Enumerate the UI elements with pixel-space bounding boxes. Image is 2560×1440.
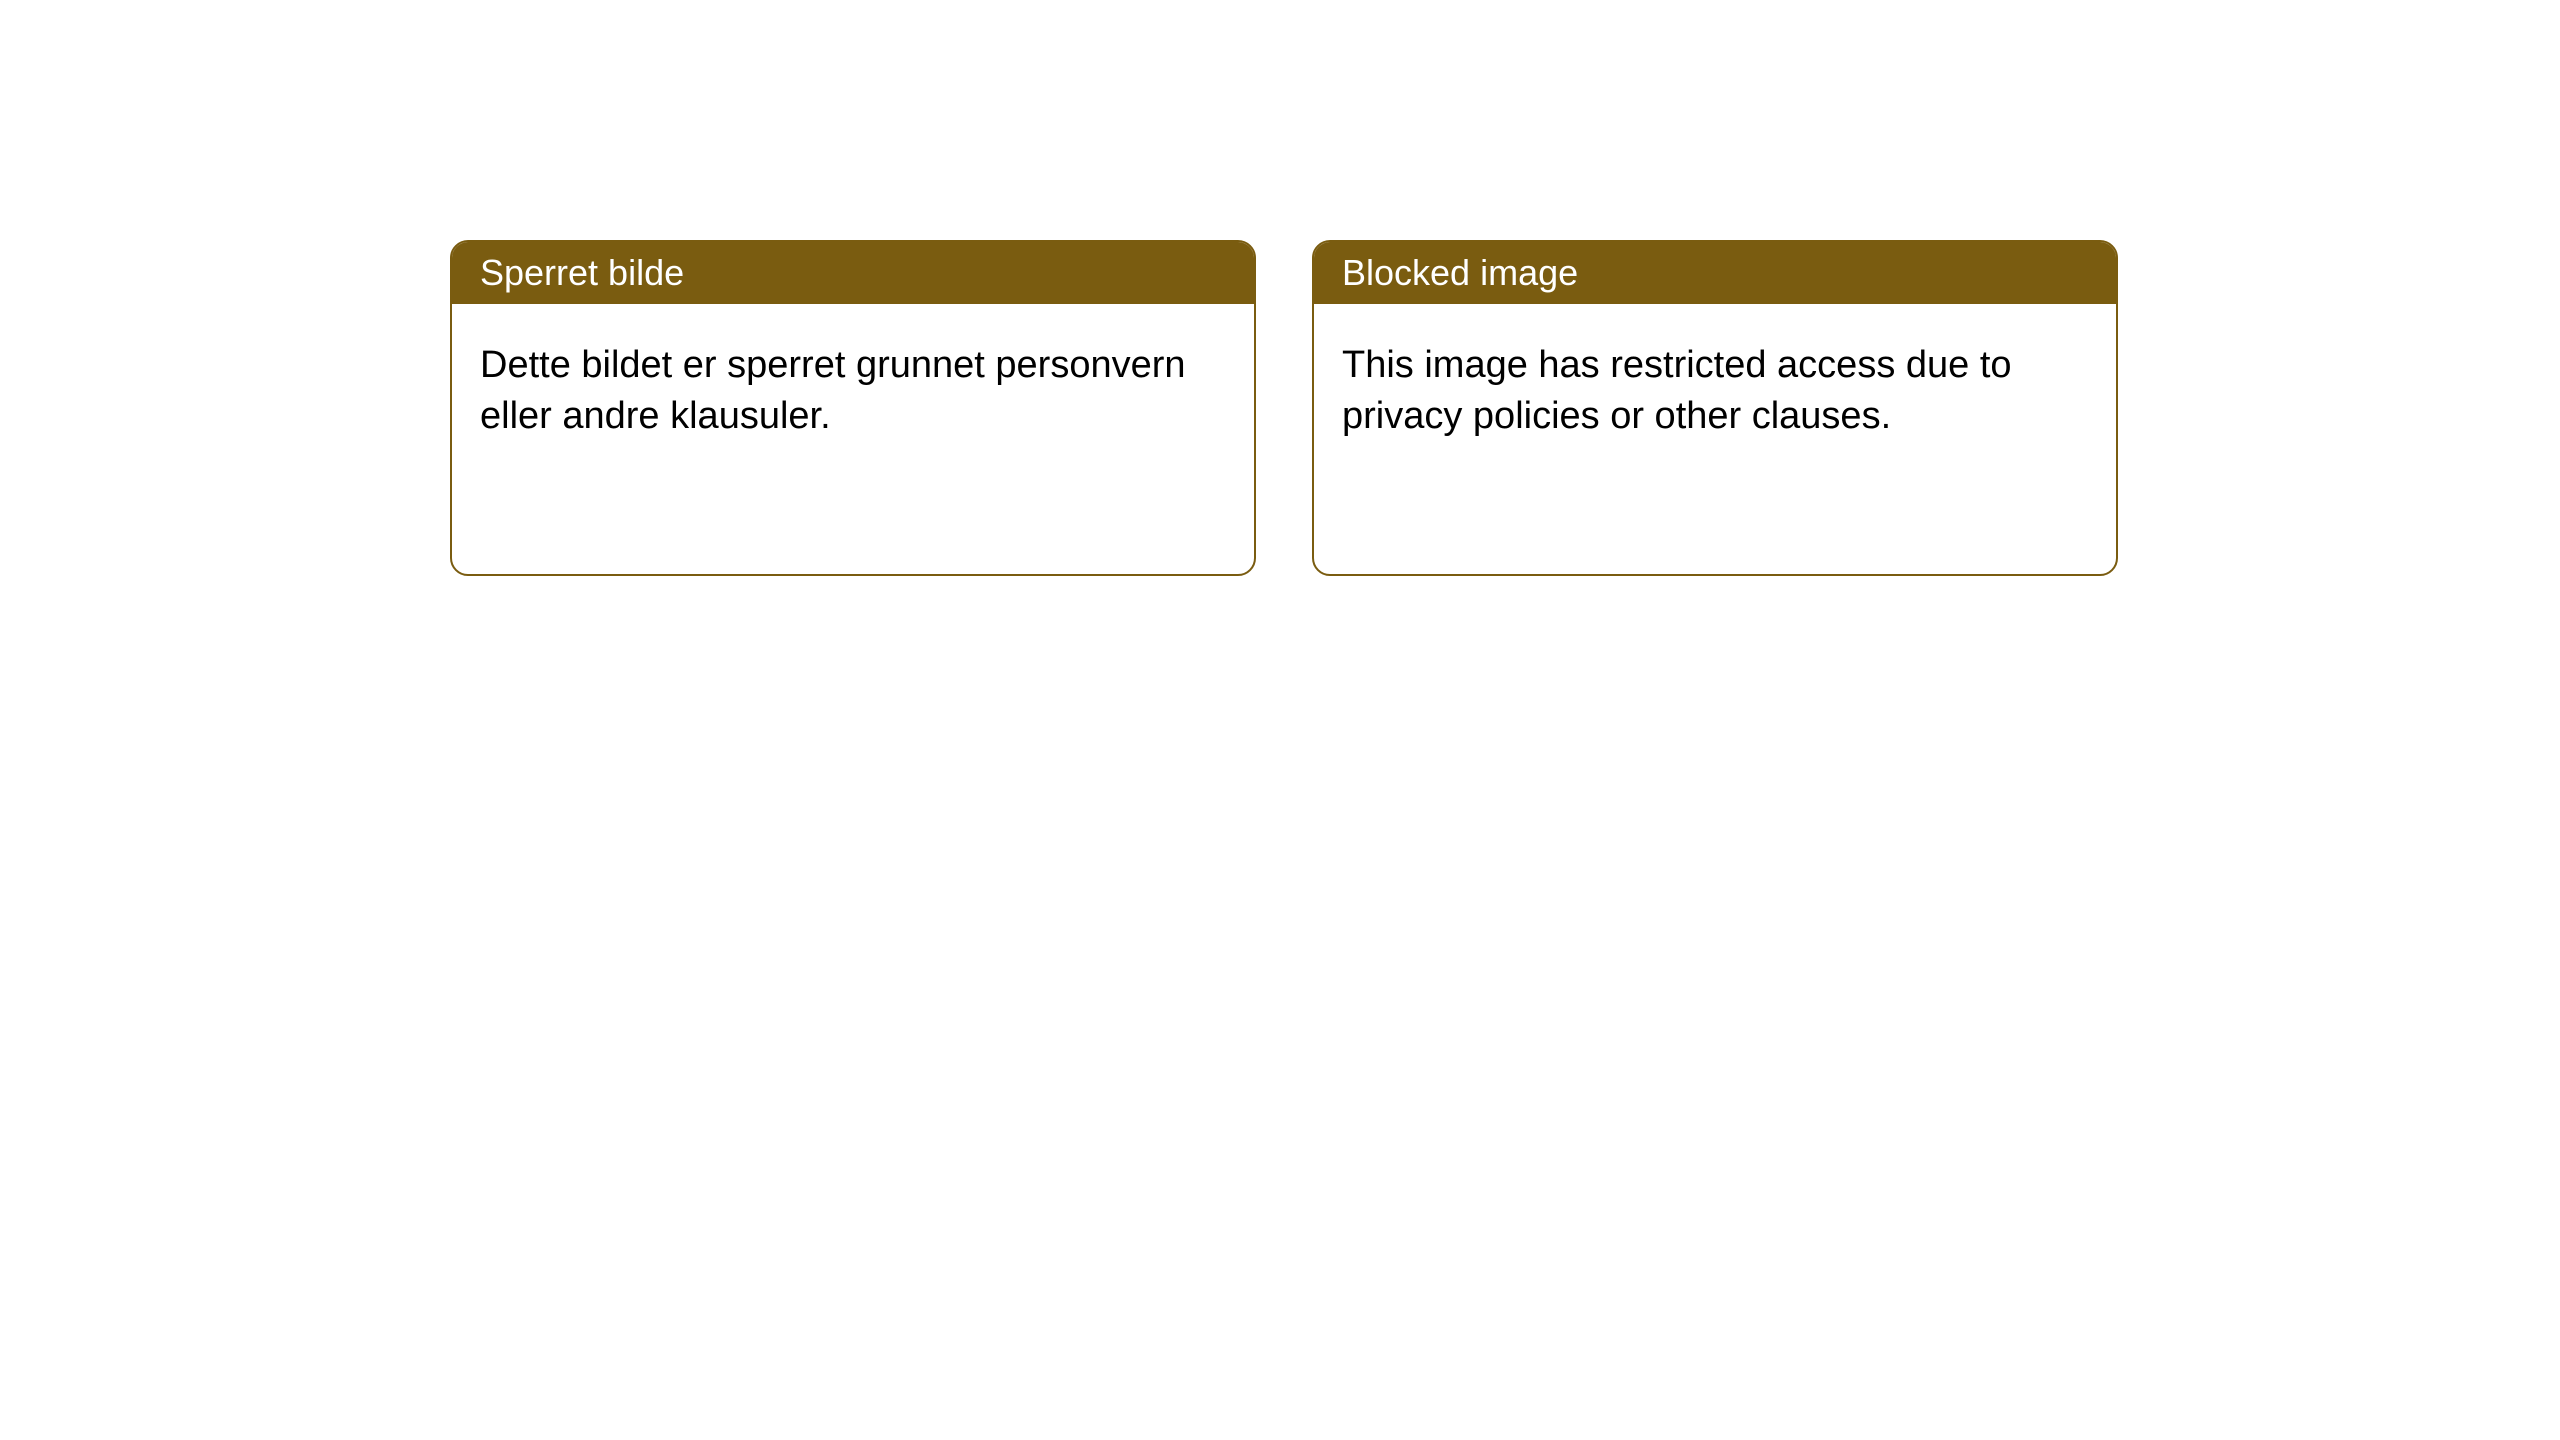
- card-header-en: Blocked image: [1314, 242, 2116, 304]
- card-body-en: This image has restricted access due to …: [1314, 304, 2116, 574]
- card-body-no: Dette bildet er sperret grunnet personve…: [452, 304, 1254, 574]
- blocked-image-card-no: Sperret bilde Dette bildet er sperret gr…: [450, 240, 1256, 576]
- card-header-no: Sperret bilde: [452, 242, 1254, 304]
- notice-container: Sperret bilde Dette bildet er sperret gr…: [0, 0, 2560, 576]
- blocked-image-card-en: Blocked image This image has restricted …: [1312, 240, 2118, 576]
